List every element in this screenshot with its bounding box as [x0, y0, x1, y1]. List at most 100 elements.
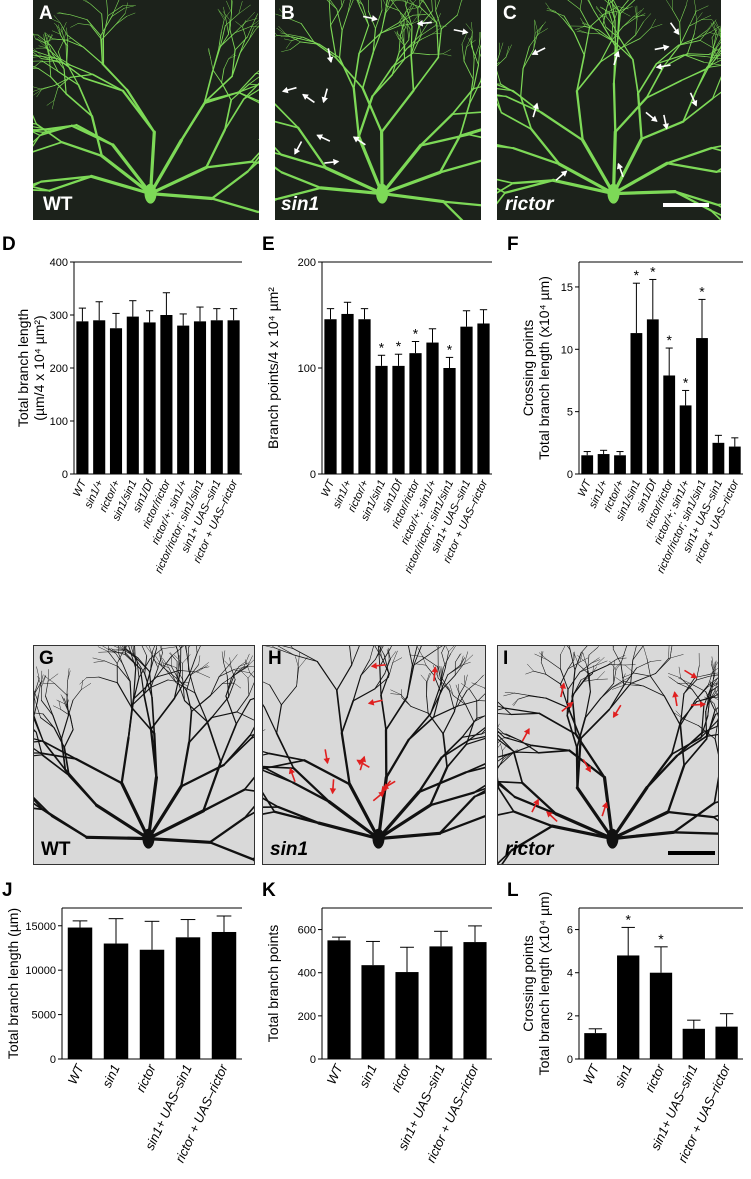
arrow-marker — [672, 691, 679, 707]
x-tick-label: WT — [580, 1061, 603, 1087]
genotype-label-a: WT — [43, 194, 73, 215]
bar — [324, 319, 337, 474]
y-tick-label: 0 — [310, 469, 316, 481]
bar — [126, 316, 139, 474]
scale-bar — [663, 203, 709, 207]
bar — [175, 937, 201, 1059]
y-tick-label: 600 — [298, 925, 316, 937]
panel-letter-e: E — [262, 234, 275, 255]
genotype-label-h: sin1 — [270, 839, 309, 860]
arrow-marker — [531, 798, 539, 813]
cell-body — [607, 183, 620, 204]
arrow-marker — [613, 50, 620, 66]
panel-letter-l: L — [507, 880, 519, 901]
arrow-marker — [288, 767, 296, 783]
bar — [614, 455, 626, 474]
significance-star: * — [447, 341, 453, 357]
y-tick-label: 4 — [567, 968, 573, 980]
bar — [463, 942, 487, 1059]
bar — [193, 321, 207, 474]
y-tick-label: 100 — [50, 416, 68, 428]
arrow-marker — [645, 111, 658, 122]
y-tick-label: 6 — [567, 925, 573, 937]
y-axis-label-secondary: Total branch length (x10⁴ µm) — [536, 276, 552, 460]
arrow-marker — [616, 162, 624, 178]
significance-star: * — [699, 283, 705, 299]
x-tick-label: WT — [65, 1061, 88, 1087]
arrow-marker — [356, 759, 370, 769]
bar — [679, 405, 692, 474]
y-tick-label: 300 — [50, 310, 68, 322]
chart-j-svg: J 0 5000 10000 15000 Total branch length (µm)… — [2, 880, 242, 1165]
arrow-marker — [416, 20, 432, 27]
arrow-marker — [559, 682, 566, 698]
dendrite-branches — [33, 0, 259, 214]
arrow-marker — [561, 701, 574, 712]
y-tick-label: 100 — [298, 363, 316, 375]
arrow-marker — [370, 662, 386, 669]
significance-star: * — [396, 338, 402, 354]
dendrite-branches — [275, 0, 481, 220]
cell-body — [376, 183, 389, 204]
cell-body — [144, 183, 157, 204]
arrow-marker — [601, 801, 609, 817]
dendrite-image-c — [497, 0, 721, 220]
y-tick-label: 15 — [561, 282, 573, 294]
chart-d-svg: D 0 100 200 300 400 Total branch length (µm/4 x… — [2, 234, 242, 575]
chart-f-svg: F 0 5 10 15 Crossing points Total branch lengt… — [507, 234, 743, 575]
y-tick-label: 0 — [567, 1054, 573, 1066]
bar — [712, 442, 725, 474]
bar — [327, 940, 351, 1059]
bar — [93, 320, 106, 474]
bar — [109, 328, 123, 474]
arrow-marker — [521, 727, 530, 742]
y-tick-label: 2 — [567, 1011, 573, 1023]
x-tick-label: WT — [324, 1061, 347, 1087]
genotype-label-g: WT — [41, 839, 71, 860]
image-background — [497, 645, 719, 865]
dendrite-image-a — [33, 0, 259, 220]
dendrite-branches — [33, 645, 255, 863]
y-tick-label: 10 — [561, 344, 573, 356]
bar — [696, 338, 708, 474]
y-tick-label: 200 — [298, 1011, 316, 1023]
significance-star: * — [625, 911, 631, 927]
y-tick-label: 0 — [50, 1054, 56, 1066]
bar — [443, 368, 456, 474]
bar — [358, 319, 371, 474]
arrow-marker — [316, 134, 331, 142]
bar — [67, 927, 93, 1059]
genotype-label-i: rictor — [505, 839, 554, 860]
micrograph-c: C rictor — [497, 0, 721, 220]
arrow-marker — [352, 136, 366, 146]
bar — [426, 342, 439, 474]
bar — [460, 326, 473, 474]
x-tick-label: rictor — [388, 1061, 414, 1094]
y-tick-label: 0 — [62, 469, 68, 481]
y-tick-label: 200 — [50, 363, 68, 375]
significance-star: * — [658, 931, 664, 947]
significance-star: * — [379, 339, 385, 355]
arrow-marker — [294, 141, 303, 155]
panel-letter-i: I — [503, 648, 509, 669]
arrow-marker — [582, 759, 592, 773]
bar — [663, 375, 676, 474]
bar — [617, 955, 640, 1059]
bar — [581, 455, 594, 474]
arrow-marker — [302, 93, 315, 104]
chart-j: J 0 5000 10000 15000 Total branch length (µm)… — [0, 880, 250, 1179]
significance-star: * — [683, 374, 689, 390]
y-tick-label: 10000 — [25, 965, 56, 977]
panel-letter-d: D — [2, 234, 16, 255]
y-axis-label: Total branch points — [265, 925, 281, 1043]
panel-letter-g: G — [39, 648, 54, 669]
arrow-marker — [689, 92, 698, 107]
chart-e: E 0 100 200 Branch points/4 x 10⁴ µm² WT sin1/… — [260, 234, 500, 634]
arrow-marker — [326, 48, 334, 64]
y-tick-label: 5000 — [32, 1010, 56, 1022]
arrow-marker — [531, 47, 546, 55]
arrow-marker — [321, 88, 328, 104]
micrograph-g: G WT — [33, 645, 255, 865]
bar — [649, 972, 673, 1059]
y-axis-label: Total branch length — [15, 309, 31, 427]
